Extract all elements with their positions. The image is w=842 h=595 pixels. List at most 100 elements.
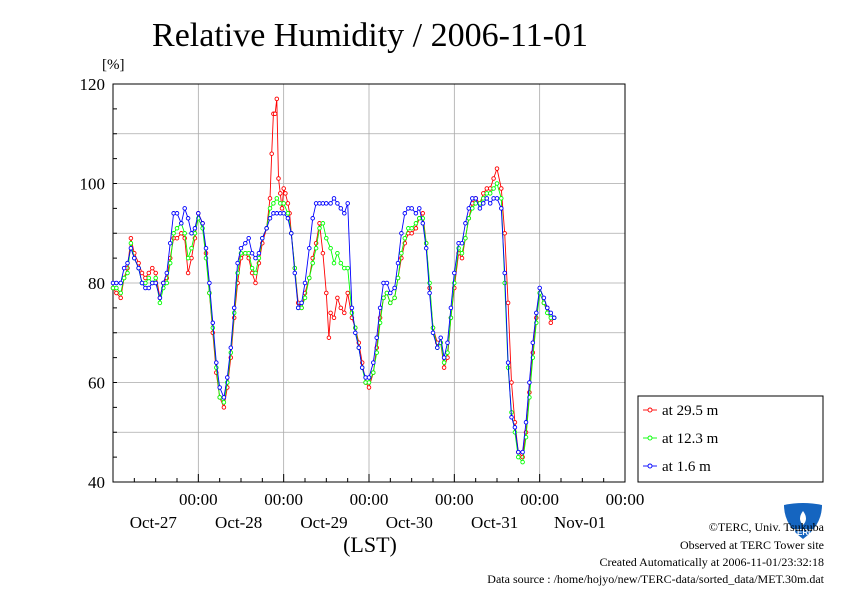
data-point: [499, 206, 504, 211]
data-point: [395, 260, 401, 266]
data-point: [409, 226, 414, 231]
data-point: [487, 191, 493, 196]
data-point: [179, 221, 184, 226]
data-point: [520, 449, 525, 455]
data-point: [118, 295, 123, 301]
data-point: [324, 290, 329, 296]
data-point: [210, 320, 216, 326]
data-point: [243, 240, 248, 246]
data-point: [516, 449, 521, 455]
series-1: [110, 181, 557, 465]
data-point: [256, 250, 262, 256]
data-point: [512, 425, 518, 430]
data-point: [499, 186, 504, 191]
data-point: [320, 250, 326, 256]
data-point: [494, 181, 500, 186]
data-point: [484, 196, 490, 201]
data-point: [345, 201, 350, 206]
data-point: [494, 196, 500, 201]
data-point: [182, 206, 187, 211]
data-point: [171, 231, 176, 236]
data-point: [420, 211, 426, 216]
data-point: [491, 176, 496, 181]
data-point: [281, 211, 286, 216]
data-point: [317, 226, 322, 231]
data-point: [328, 310, 333, 316]
data-point: [324, 235, 329, 241]
data-point: [335, 201, 340, 206]
data-point: [441, 355, 447, 360]
data-point: [402, 235, 408, 241]
series-line: [112, 98, 555, 459]
data-point: [399, 231, 404, 236]
series-0: [110, 96, 557, 460]
data-point: [253, 270, 258, 276]
data-point: [502, 231, 507, 236]
data-point: [271, 201, 276, 206]
data-point: [392, 285, 397, 291]
y-tick-label: 80: [88, 274, 105, 293]
data-point: [264, 226, 269, 231]
data-point: [167, 240, 173, 246]
data-point: [139, 270, 145, 276]
data-point: [356, 345, 362, 350]
data-point: [481, 201, 486, 206]
legend: at 29.5 m at 12.3 m at 1.6 m: [637, 395, 824, 483]
data-point: [366, 375, 372, 380]
data-point: [272, 111, 278, 117]
data-point: [125, 270, 130, 276]
data-point: [430, 330, 436, 336]
data-point: [174, 211, 180, 216]
data-point: [359, 365, 365, 370]
data-point: [441, 365, 447, 370]
data-point: [331, 260, 337, 266]
data-point: [203, 245, 209, 251]
legend-label: at 29.5 m: [662, 403, 719, 419]
data-point: [285, 201, 291, 206]
data-point: [466, 206, 472, 211]
series-line: [113, 197, 555, 453]
data-point: [473, 196, 478, 201]
data-point: [388, 300, 393, 306]
data-point: [420, 221, 426, 226]
data-point: [118, 290, 123, 296]
data-point: [331, 196, 337, 201]
data-point: [281, 201, 286, 206]
data-point: [121, 275, 127, 281]
data-point: [185, 270, 191, 276]
data-point: [285, 216, 291, 221]
data-point: [157, 300, 163, 306]
data-point: [114, 290, 119, 296]
data-point: [221, 395, 227, 400]
legend-swatch-marker: [647, 463, 653, 469]
data-point: [441, 360, 447, 365]
data-point: [307, 245, 312, 251]
data-point: [189, 231, 194, 236]
y-tick-label: 120: [80, 75, 106, 94]
data-point: [545, 305, 550, 311]
data-point: [174, 226, 180, 231]
data-point: [320, 221, 326, 226]
legend-label: at 1.6 m: [662, 459, 711, 475]
x-tick-time: 00:00: [179, 490, 218, 509]
data-point: [260, 235, 265, 241]
data-point: [494, 166, 500, 171]
data-point: [487, 201, 493, 206]
data-point: [207, 280, 212, 286]
data-point: [541, 295, 547, 301]
data-point: [505, 300, 511, 306]
data-point: [253, 255, 258, 261]
data-point: [413, 221, 419, 226]
data-point: [381, 295, 386, 301]
data-point: [338, 305, 344, 311]
data-point: [225, 375, 230, 380]
data-point: [335, 295, 340, 301]
data-point: [189, 245, 194, 251]
data-point: [310, 260, 315, 266]
data-point: [459, 240, 465, 246]
data-point: [200, 221, 205, 226]
data-point: [128, 245, 134, 251]
data-point: [548, 320, 554, 326]
data-point: [221, 400, 227, 405]
data-point: [520, 459, 525, 465]
